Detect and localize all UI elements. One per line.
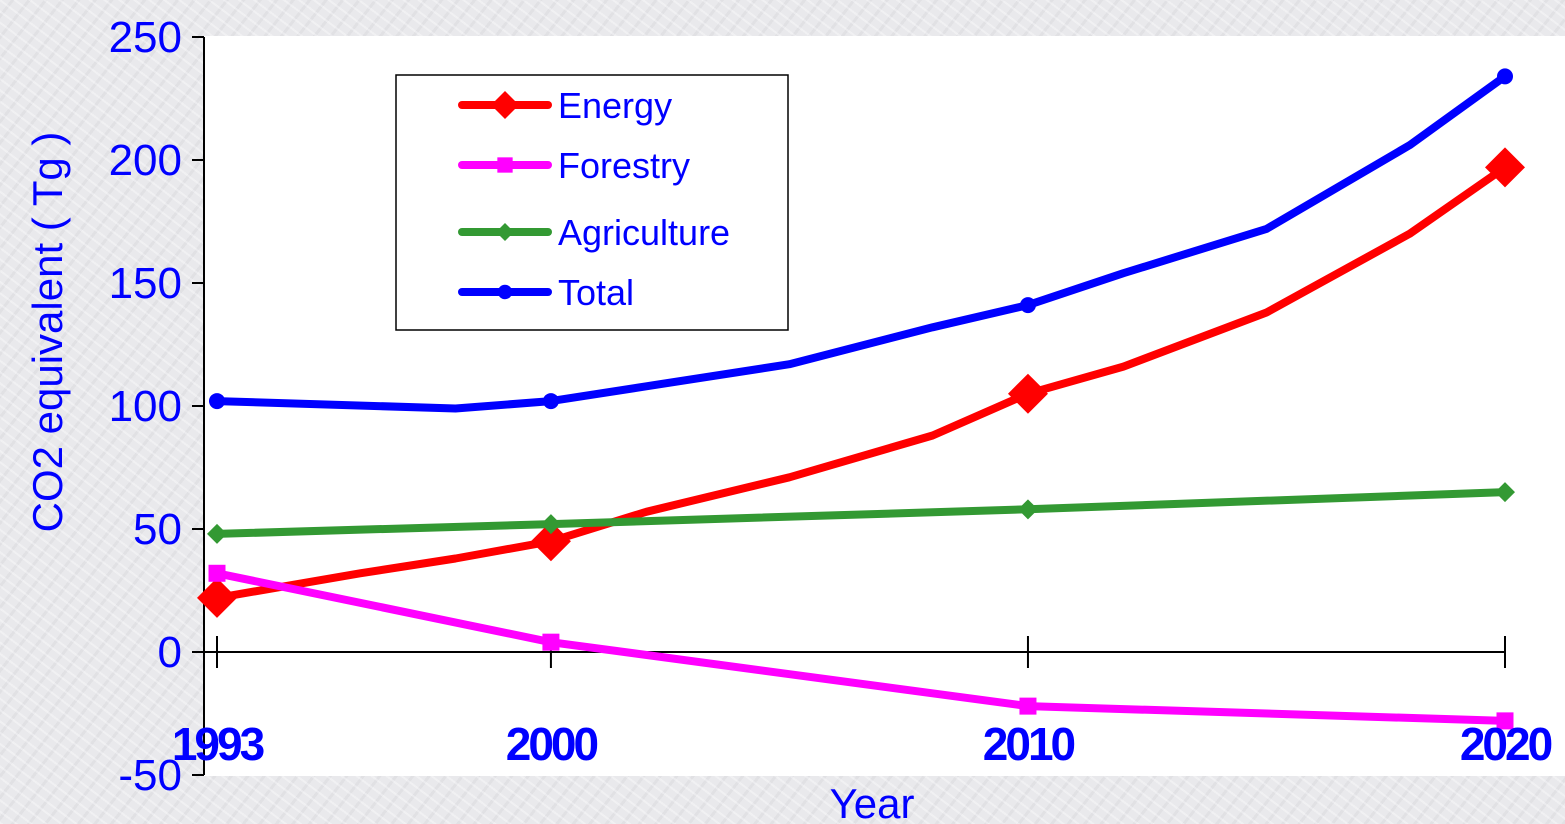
data-point-forestry	[208, 564, 226, 582]
series-lines	[213, 72, 1509, 725]
legend-marker-energy	[491, 91, 519, 119]
legend-label-total: Total	[558, 272, 634, 313]
legend: Energy Forestry Agriculture Total	[395, 74, 789, 331]
legend-marker-forestry	[497, 157, 513, 173]
x-tick-label: 2020	[1460, 718, 1552, 770]
data-point-total	[1497, 68, 1513, 85]
data-point-agriculture	[1017, 499, 1038, 520]
data-point-energy	[1007, 373, 1048, 414]
x-tick-label: 2000	[506, 718, 598, 770]
data-point-agriculture	[540, 514, 561, 535]
data-point-agriculture	[207, 523, 227, 544]
y-tick-label: 0	[158, 628, 182, 677]
legend-marker-total	[497, 284, 513, 300]
data-point-total	[1019, 297, 1036, 314]
series-markers	[197, 68, 1525, 730]
axes	[192, 36, 1506, 776]
y-tick-label: 100	[109, 382, 182, 431]
data-point-total	[542, 393, 559, 410]
series-line-energy	[213, 163, 1509, 602]
y-tick-label: 250	[109, 13, 182, 62]
y-axis-title: CO2 equivalent ( Tg )	[24, 132, 71, 533]
data-point-total	[209, 393, 225, 410]
y-tick-label: -50	[118, 751, 182, 800]
x-tick-label: 2010	[983, 718, 1075, 770]
legend-marker-agriculture	[496, 223, 514, 241]
data-point-energy	[530, 521, 571, 562]
legend-box	[395, 74, 789, 331]
data-point-forestry	[542, 633, 560, 651]
legend-label-agriculture: Agriculture	[558, 212, 730, 253]
x-axis-title: Year	[830, 780, 915, 824]
series-line-total	[213, 72, 1509, 413]
data-point-energy	[197, 577, 237, 618]
axis-labels: -50 0 50 100 150 200 250 1993 2000 2010 2020	[109, 13, 1555, 800]
legend-label-forestry: Forestry	[558, 145, 690, 186]
y-tick-label: 50	[133, 505, 182, 554]
data-point-agriculture	[1495, 482, 1515, 503]
data-point-forestry	[1019, 697, 1037, 715]
legend-label-energy: Energy	[558, 85, 672, 126]
data-point-energy	[1485, 147, 1525, 188]
x-tick-label: 1993	[172, 718, 264, 770]
data-point-forestry	[1496, 712, 1514, 730]
series-line-agriculture	[213, 488, 1509, 538]
series-line-forestry	[213, 569, 1509, 725]
y-tick-label: 150	[109, 259, 182, 308]
y-tick-label: 200	[109, 136, 182, 185]
